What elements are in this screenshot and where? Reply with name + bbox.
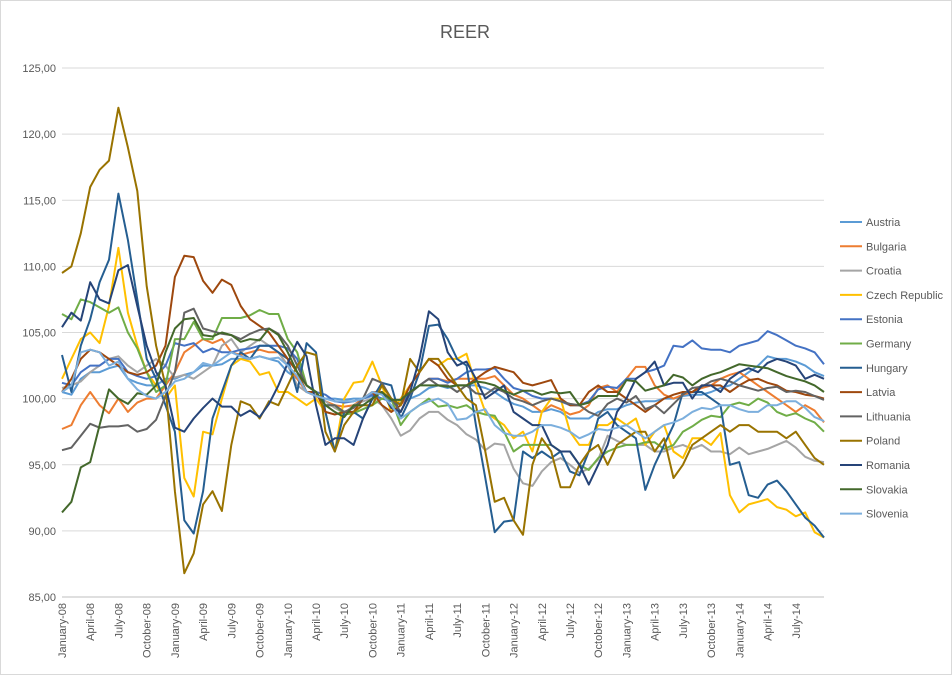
legend-label: Hungary <box>866 363 908 375</box>
x-tick-label: October-11 <box>480 603 492 657</box>
x-tick-label: October-09 <box>255 603 267 658</box>
x-tick-label: January-14 <box>734 603 746 658</box>
x-tick-label: April-13 <box>650 603 662 641</box>
y-tick-label: 85,00 <box>28 592 56 604</box>
x-tick-label: January-10 <box>283 603 295 658</box>
x-tick-label: April-14 <box>763 603 775 641</box>
legend-label: Austria <box>866 217 901 229</box>
series-line <box>61 254 825 416</box>
x-tick-label: April-09 <box>198 603 210 641</box>
series-line <box>61 348 825 440</box>
x-tick-label: July-08 <box>113 603 125 638</box>
x-tick-label: October-10 <box>367 603 379 658</box>
legend-label: Slovenia <box>866 509 909 521</box>
legend-label: Poland <box>866 436 900 448</box>
series-line <box>61 106 825 575</box>
legend-label: Bulgaria <box>866 241 907 253</box>
series-line <box>61 330 825 407</box>
series-line <box>61 298 825 471</box>
legend-label: Latvia <box>866 387 896 399</box>
y-tick-label: 100,00 <box>22 394 56 406</box>
legend-label: Czech Republic <box>866 290 944 302</box>
y-tick-label: 95,00 <box>28 460 56 472</box>
x-tick-label: January-09 <box>170 603 182 658</box>
y-tick-label: 120,00 <box>22 129 56 141</box>
x-tick-label: October-08 <box>142 603 154 658</box>
x-tick-label: October-12 <box>593 603 605 658</box>
legend-label: Estonia <box>866 314 904 326</box>
legend-label: Germany <box>866 339 912 351</box>
x-tick-label: April-12 <box>537 603 549 641</box>
y-tick-label: 115,00 <box>23 195 56 207</box>
x-tick-label: July-12 <box>565 603 577 638</box>
legend-label: Lithuania <box>866 411 912 423</box>
y-tick-label: 105,00 <box>22 328 56 340</box>
x-tick-label: October-13 <box>706 603 718 658</box>
series-line <box>61 317 825 514</box>
x-tick-label: January-12 <box>509 603 521 658</box>
y-tick-label: 90,00 <box>28 526 56 538</box>
x-tick-label: April-10 <box>311 603 323 641</box>
x-tick-label: July-09 <box>226 603 238 638</box>
legend-label: Croatia <box>866 266 902 278</box>
y-tick-label: 110,00 <box>23 261 56 273</box>
x-tick-label: July-11 <box>452 603 464 638</box>
x-tick-label: July-14 <box>791 603 803 638</box>
x-tick-label: April-11 <box>424 603 436 640</box>
series-line <box>61 264 825 486</box>
x-tick-label: January-08 <box>57 603 69 658</box>
legend-label: Romania <box>866 460 911 472</box>
x-tick-label: July-10 <box>339 603 351 638</box>
x-tick-label: April-08 <box>85 603 97 641</box>
chart-title: REER <box>440 22 490 42</box>
x-tick-label: January-13 <box>621 603 633 658</box>
series-line <box>61 246 825 539</box>
x-tick-label: January-11 <box>396 603 408 657</box>
x-tick-label: July-13 <box>678 603 690 638</box>
legend-label: Slovakia <box>866 484 908 496</box>
y-tick-label: 125,00 <box>22 63 56 75</box>
series-line <box>61 338 825 487</box>
